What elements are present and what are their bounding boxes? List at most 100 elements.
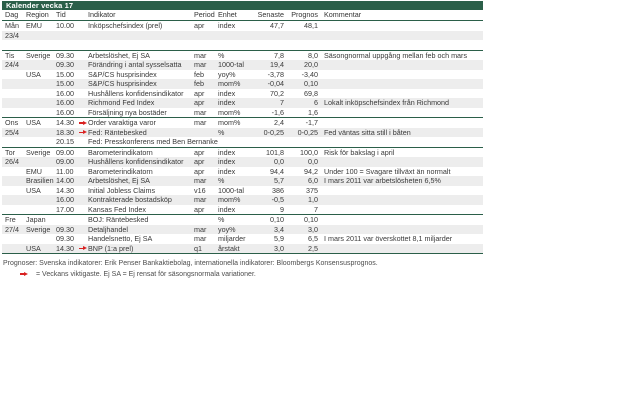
cell-tid: 09.00 — [56, 147, 74, 157]
col-header-period: Period — [194, 10, 215, 19]
col-header-indikator: Indikator — [88, 10, 116, 19]
cell-dag — [2, 108, 26, 118]
cell-indikator: Hushållens konfidensindikator — [88, 88, 184, 98]
cell-tid: 14.30 — [56, 185, 74, 195]
cell-indikator: Förändring i antal sysselsatta — [88, 60, 182, 69]
cell-indikator: Kontrakterade bostadsköp — [88, 195, 172, 204]
cell-kommentar: Risk för bakslag i april — [324, 147, 395, 157]
cell-prognos — [284, 40, 318, 50]
table-row: 16.00 Hushållens konfidensindikator apr ind… — [2, 89, 483, 99]
cell-tid: 20.15 — [56, 137, 74, 146]
cell-prognos: -3,40 — [301, 69, 318, 79]
col-header-prognos: Prognos — [291, 10, 318, 19]
cell-region — [26, 205, 56, 215]
cell-kommentar — [318, 215, 483, 225]
cell-kommentar — [318, 89, 483, 99]
cell-prognos: 1,6 — [308, 107, 318, 117]
cell-period: apr — [194, 21, 205, 30]
cell-enhet: mom% — [218, 195, 241, 204]
cell-dag — [2, 186, 26, 196]
cell-prognos — [284, 31, 318, 41]
cell-senaste: 7 — [280, 98, 284, 107]
cell-enhet: mom% — [218, 107, 241, 117]
cell-period — [194, 128, 218, 138]
cell-enhet: mom% — [218, 118, 241, 127]
cell-tid: 09.30 — [56, 60, 74, 69]
cell-region — [26, 89, 56, 99]
cell-senaste: 101,8 — [266, 147, 284, 157]
cell-region — [26, 40, 56, 50]
cell-tid: 16.00 — [56, 107, 74, 117]
cell-marker — [78, 108, 88, 118]
footnote-prognoser: Prognoser: Svenska indikatorer: Erik Pen… — [3, 260, 378, 267]
cell-period: mar — [194, 195, 207, 204]
cell-tid: 15.00 — [56, 69, 74, 79]
cell-dag: Ons — [5, 118, 19, 127]
cell-dag — [2, 98, 26, 108]
cell-marker — [78, 225, 88, 235]
cell-senaste: 386 — [272, 185, 284, 195]
important-arrow-icon — [79, 244, 87, 254]
cell-kommentar: Under 100 = Svagare tillväxt än normalt — [324, 166, 451, 176]
cell-enhet: % — [218, 176, 225, 185]
cell-marker — [78, 98, 88, 108]
table-row: USA 14.30 BNP (1:a prel) q1 årstakt 3,0 2,5 — [2, 243, 483, 254]
cell-marker — [78, 89, 88, 99]
cell-kommentar: I mars 2011 var överskottet 8,1 miljarde… — [324, 234, 453, 243]
cell-period: mar — [194, 118, 207, 127]
cell-kommentar — [318, 31, 483, 41]
cell-indikator: Arbetslöshet, Ej SA — [88, 50, 150, 60]
cell-indikator: Richmond Fed Index — [88, 98, 155, 107]
cell-region: Sverige — [26, 50, 51, 60]
cell-region: EMU — [26, 166, 42, 176]
cell-period: mar — [194, 176, 207, 185]
cell-marker — [78, 215, 88, 225]
cell-region — [26, 137, 56, 147]
cell-prognos: 0,10 — [304, 79, 318, 88]
cell-prognos: 6 — [314, 98, 318, 107]
cell-dag — [2, 195, 26, 205]
cell-enhet: index — [218, 88, 236, 98]
cell-enhet: mom% — [218, 79, 241, 88]
cell-tid: 16.00 — [56, 195, 74, 204]
cell-prognos: 20,0 — [304, 60, 318, 69]
cell-indikator: Order varaktiga varor — [88, 118, 156, 127]
cell-marker — [78, 118, 88, 128]
day-block: Fre Japan BOJ: Räntebesked% 0,10 0,10 27/4 Sve… — [2, 214, 483, 253]
cell-period: mar — [194, 50, 207, 60]
cell-dag: 27/4 — [5, 224, 19, 234]
cell-senaste: 94,4 — [270, 166, 284, 176]
table-row: 16.00 Försäljning nya bostäder mar mom% -1,6… — [2, 108, 483, 118]
cell-region — [26, 31, 56, 41]
cell-period: feb — [194, 79, 204, 88]
cell-tid: 09.30 — [56, 50, 74, 60]
cell-marker — [78, 40, 88, 50]
table-row: 16.00 Kontrakterade bostadsköp mar mom% -0,5… — [2, 195, 483, 205]
cell-enhet: % — [218, 215, 225, 224]
cell-period — [194, 215, 218, 225]
cell-marker — [78, 186, 88, 196]
cell-prognos: 94,2 — [304, 166, 318, 176]
cell-senaste: 47,7 — [270, 21, 284, 30]
cell-period: q1 — [194, 243, 202, 253]
cell-marker — [78, 70, 88, 80]
cell-kommentar — [318, 108, 483, 118]
table-row: 27/4 Sverige 09.30 Detaljhandel mar yoy% 3,4 3,… — [2, 224, 483, 235]
cell-region — [26, 195, 56, 205]
cell-prognos: 100,0 — [300, 147, 318, 157]
cell-tid — [56, 40, 78, 50]
cell-kommentar — [318, 60, 483, 70]
cell-region: EMU — [26, 21, 42, 30]
cell-enhet: index — [218, 21, 236, 30]
cell-indikator: Fed: Räntebesked — [88, 127, 147, 137]
col-header-marker — [78, 10, 88, 20]
cell-dag — [2, 70, 26, 80]
cell-marker — [78, 234, 88, 244]
table-row — [2, 40, 483, 50]
cell-enhet: index — [218, 204, 236, 214]
cell-senaste: 9 — [280, 204, 284, 214]
cell-enhet: index — [218, 98, 236, 107]
cell-dag: 23/4 — [5, 30, 19, 40]
cell-enhet: index — [218, 147, 236, 157]
day-block: Tis Sverige 09.30 Arbetslöshet, Ej SA mar% 7,… — [2, 49, 483, 118]
